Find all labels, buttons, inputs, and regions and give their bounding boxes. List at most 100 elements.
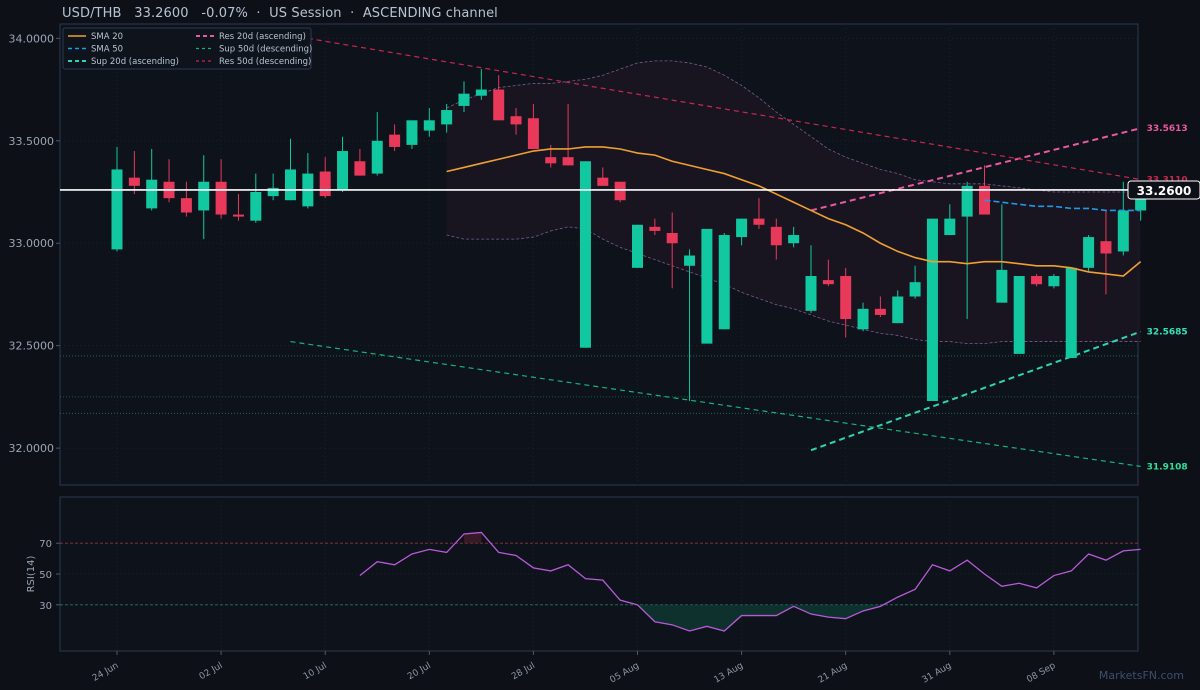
candle-body [371, 140, 383, 174]
candle [371, 112, 383, 176]
x-tick-label: 08 Sep [1025, 661, 1057, 685]
candle-body [632, 224, 643, 268]
candle-body [944, 218, 956, 236]
session-label: US Session [269, 6, 342, 21]
candle [493, 75, 505, 121]
candle [614, 181, 626, 203]
candle-body [458, 93, 470, 106]
candle [701, 228, 713, 344]
candle-body [267, 187, 279, 197]
candle [736, 218, 748, 246]
candle-body [788, 235, 800, 244]
candle-body [996, 269, 1008, 303]
candle-body [701, 228, 713, 344]
candle [250, 173, 262, 223]
candle [111, 146, 123, 252]
candle [180, 181, 192, 217]
rsi-oversold-fill [637, 604, 881, 631]
current-price-tag [1127, 180, 1200, 200]
legend: SMA 20 SMA 50 Sup 20d (ascending) Res 20d (… [62, 27, 312, 70]
candle [1083, 235, 1095, 272]
symbol-label: USD/THB [62, 6, 122, 21]
trendline-end-label: 33.5613 [1147, 124, 1188, 134]
candle-body [545, 157, 557, 164]
candle [1117, 181, 1129, 256]
candle [805, 245, 817, 313]
candle [874, 296, 886, 317]
trendline [810, 127, 1141, 212]
y-tick-label: 33.0000 [9, 237, 55, 250]
candle-body [770, 226, 782, 246]
candle-body [874, 308, 886, 315]
rsi-y-tick-label: 30 [39, 601, 52, 612]
candle [267, 173, 279, 201]
candle-body [180, 198, 192, 213]
candle-body [389, 134, 401, 147]
candle [892, 290, 904, 324]
rsi-line [359, 531, 1141, 632]
candle [753, 198, 765, 229]
candle-body [198, 181, 210, 211]
candle-body [892, 296, 904, 324]
current-price-tag-label: 33.2600 [1137, 184, 1192, 198]
x-tick-label: 10 Jul [302, 661, 329, 682]
legend-label: SMA 50 [91, 45, 123, 55]
x-tick-label: 20 Jul [406, 661, 433, 682]
candle [718, 232, 730, 330]
candle [215, 159, 227, 219]
x-tick-label: 13 Aug [712, 661, 745, 686]
candle [996, 204, 1008, 303]
candle-body [614, 181, 626, 201]
candle [684, 249, 696, 401]
candle-body [423, 120, 435, 131]
rsi-y-tick-label: 50 [39, 570, 52, 581]
rsi-axis-label: RSI(14) [26, 556, 37, 593]
legend-label: Sup 50d (descending) [219, 45, 312, 55]
rsi-y-tick-label: 70 [39, 539, 52, 550]
candle [788, 226, 800, 248]
candle [337, 136, 349, 193]
y-tick-label: 34.0000 [9, 32, 55, 45]
candle-body [579, 161, 591, 348]
candle-body [1083, 237, 1095, 268]
candle [389, 124, 401, 152]
candle-body [1100, 241, 1112, 254]
y-tick-label: 33.5000 [9, 135, 55, 148]
candle [527, 103, 539, 149]
candle [1048, 273, 1060, 289]
trendline [810, 330, 1141, 452]
candle-body [753, 218, 765, 225]
candle [510, 108, 522, 135]
price-label: 33.2600 [134, 6, 189, 21]
candle-body [1117, 210, 1129, 252]
candle [1100, 210, 1112, 295]
x-tick-label: 31 Aug [921, 661, 954, 686]
candle-body [146, 179, 158, 209]
candle [441, 103, 453, 133]
x-tick-label: 05 Aug [608, 661, 641, 686]
candle-body [649, 226, 661, 231]
x-tick-label: 24 Jun [91, 661, 121, 684]
candle-body [475, 89, 487, 96]
candle-body [493, 89, 505, 121]
candle [944, 204, 956, 236]
trendline [307, 37, 1141, 181]
candle-body [510, 116, 522, 125]
candle [319, 157, 331, 199]
candle [198, 155, 210, 240]
candle [1013, 276, 1025, 354]
candle-body [406, 120, 418, 145]
candle [1065, 267, 1077, 358]
candle [597, 167, 609, 186]
candle-body [840, 276, 852, 320]
candle-body [354, 161, 366, 176]
rsi-panel [59, 496, 1139, 652]
candle-body [926, 218, 938, 401]
candle [579, 161, 591, 348]
candle [822, 259, 834, 287]
trendline-end-label: 31.9108 [1147, 462, 1188, 472]
candle [649, 218, 661, 236]
candle [840, 267, 852, 338]
legend-label: SMA 20 [91, 32, 123, 42]
